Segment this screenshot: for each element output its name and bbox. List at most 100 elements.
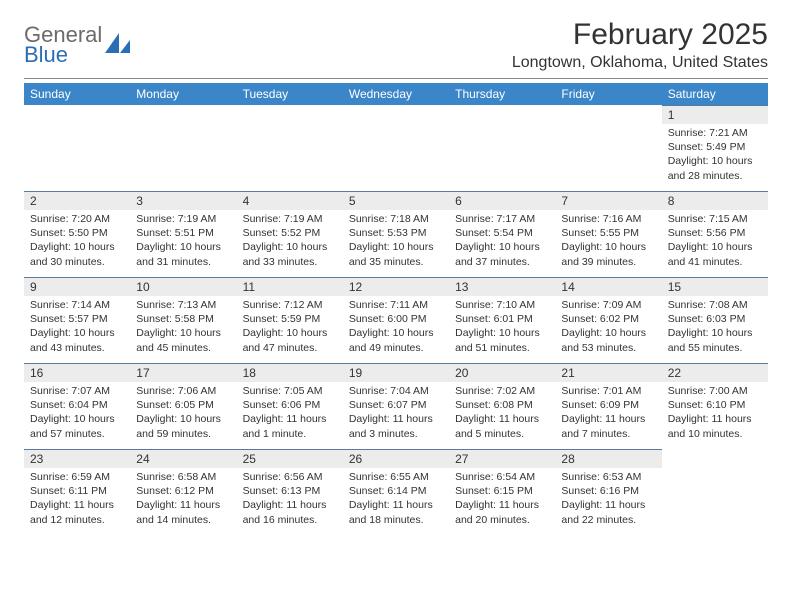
column-header: Wednesday	[343, 83, 449, 105]
day-number: 10	[130, 277, 236, 296]
calendar-week: 23Sunrise: 6:59 AMSunset: 6:11 PMDayligh…	[24, 449, 768, 535]
day-details	[130, 124, 236, 130]
calendar-table: SundayMondayTuesdayWednesdayThursdayFrid…	[24, 83, 768, 535]
calendar-week: 2Sunrise: 7:20 AMSunset: 5:50 PMDaylight…	[24, 191, 768, 277]
day-number: 7	[555, 191, 661, 210]
day-details: Sunrise: 7:15 AMSunset: 5:56 PMDaylight:…	[662, 210, 768, 273]
day-details: Sunrise: 7:21 AMSunset: 5:49 PMDaylight:…	[662, 124, 768, 187]
day-details: Sunrise: 7:20 AMSunset: 5:50 PMDaylight:…	[24, 210, 130, 273]
column-header: Monday	[130, 83, 236, 105]
day-details: Sunrise: 6:54 AMSunset: 6:15 PMDaylight:…	[449, 468, 555, 531]
day-details: Sunrise: 7:18 AMSunset: 5:53 PMDaylight:…	[343, 210, 449, 273]
day-number: 27	[449, 449, 555, 468]
logo-sail-icon	[105, 33, 131, 60]
calendar-cell: 16Sunrise: 7:07 AMSunset: 6:04 PMDayligh…	[24, 363, 130, 449]
calendar-cell	[662, 449, 768, 535]
day-number: 9	[24, 277, 130, 296]
day-details: Sunrise: 7:06 AMSunset: 6:05 PMDaylight:…	[130, 382, 236, 445]
day-number: 16	[24, 363, 130, 382]
calendar-week: 1Sunrise: 7:21 AMSunset: 5:49 PMDaylight…	[24, 105, 768, 191]
calendar-cell: 1Sunrise: 7:21 AMSunset: 5:49 PMDaylight…	[662, 105, 768, 191]
day-details: Sunrise: 7:19 AMSunset: 5:52 PMDaylight:…	[237, 210, 343, 273]
calendar-cell: 20Sunrise: 7:02 AMSunset: 6:08 PMDayligh…	[449, 363, 555, 449]
calendar-cell: 25Sunrise: 6:56 AMSunset: 6:13 PMDayligh…	[237, 449, 343, 535]
day-number: 13	[449, 277, 555, 296]
calendar-cell: 9Sunrise: 7:14 AMSunset: 5:57 PMDaylight…	[24, 277, 130, 363]
day-number: 11	[237, 277, 343, 296]
calendar-cell: 17Sunrise: 7:06 AMSunset: 6:05 PMDayligh…	[130, 363, 236, 449]
day-details: Sunrise: 7:04 AMSunset: 6:07 PMDaylight:…	[343, 382, 449, 445]
calendar-cell: 27Sunrise: 6:54 AMSunset: 6:15 PMDayligh…	[449, 449, 555, 535]
column-header: Sunday	[24, 83, 130, 105]
day-details: Sunrise: 7:14 AMSunset: 5:57 PMDaylight:…	[24, 296, 130, 359]
calendar-cell: 12Sunrise: 7:11 AMSunset: 6:00 PMDayligh…	[343, 277, 449, 363]
calendar-cell: 18Sunrise: 7:05 AMSunset: 6:06 PMDayligh…	[237, 363, 343, 449]
day-number: 3	[130, 191, 236, 210]
day-details: Sunrise: 7:19 AMSunset: 5:51 PMDaylight:…	[130, 210, 236, 273]
day-details: Sunrise: 7:13 AMSunset: 5:58 PMDaylight:…	[130, 296, 236, 359]
day-number: 15	[662, 277, 768, 296]
day-details	[237, 124, 343, 130]
column-header: Thursday	[449, 83, 555, 105]
calendar-cell: 13Sunrise: 7:10 AMSunset: 6:01 PMDayligh…	[449, 277, 555, 363]
day-details: Sunrise: 7:01 AMSunset: 6:09 PMDaylight:…	[555, 382, 661, 445]
day-details: Sunrise: 7:08 AMSunset: 6:03 PMDaylight:…	[662, 296, 768, 359]
day-details: Sunrise: 7:00 AMSunset: 6:10 PMDaylight:…	[662, 382, 768, 445]
day-details	[24, 124, 130, 130]
day-details	[449, 124, 555, 130]
calendar-cell: 5Sunrise: 7:18 AMSunset: 5:53 PMDaylight…	[343, 191, 449, 277]
day-number: 19	[343, 363, 449, 382]
calendar-cell	[130, 105, 236, 191]
calendar-cell: 2Sunrise: 7:20 AMSunset: 5:50 PMDaylight…	[24, 191, 130, 277]
calendar-cell	[24, 105, 130, 191]
calendar-cell	[343, 105, 449, 191]
column-header: Friday	[555, 83, 661, 105]
calendar-cell: 24Sunrise: 6:58 AMSunset: 6:12 PMDayligh…	[130, 449, 236, 535]
day-number: 12	[343, 277, 449, 296]
calendar-cell: 8Sunrise: 7:15 AMSunset: 5:56 PMDaylight…	[662, 191, 768, 277]
day-details	[343, 124, 449, 130]
logo-word2: Blue	[24, 44, 102, 66]
header: General Blue February 2025 Longtown, Okl…	[24, 18, 768, 72]
day-details: Sunrise: 6:58 AMSunset: 6:12 PMDaylight:…	[130, 468, 236, 531]
day-number: 8	[662, 191, 768, 210]
day-number: 17	[130, 363, 236, 382]
day-number: 2	[24, 191, 130, 210]
calendar-cell	[555, 105, 661, 191]
calendar-cell: 7Sunrise: 7:16 AMSunset: 5:55 PMDaylight…	[555, 191, 661, 277]
day-number: 23	[24, 449, 130, 468]
location: Longtown, Oklahoma, United States	[512, 54, 768, 72]
calendar-cell	[237, 105, 343, 191]
calendar-cell: 28Sunrise: 6:53 AMSunset: 6:16 PMDayligh…	[555, 449, 661, 535]
calendar-cell: 3Sunrise: 7:19 AMSunset: 5:51 PMDaylight…	[130, 191, 236, 277]
calendar-cell: 22Sunrise: 7:00 AMSunset: 6:10 PMDayligh…	[662, 363, 768, 449]
day-details	[555, 124, 661, 130]
column-header: Tuesday	[237, 83, 343, 105]
calendar-cell: 23Sunrise: 6:59 AMSunset: 6:11 PMDayligh…	[24, 449, 130, 535]
day-number: 4	[237, 191, 343, 210]
logo: General Blue	[24, 24, 131, 66]
day-details: Sunrise: 7:05 AMSunset: 6:06 PMDaylight:…	[237, 382, 343, 445]
day-details: Sunrise: 7:09 AMSunset: 6:02 PMDaylight:…	[555, 296, 661, 359]
day-details: Sunrise: 7:17 AMSunset: 5:54 PMDaylight:…	[449, 210, 555, 273]
day-details: Sunrise: 7:10 AMSunset: 6:01 PMDaylight:…	[449, 296, 555, 359]
divider	[24, 78, 768, 79]
day-number: 28	[555, 449, 661, 468]
day-details: Sunrise: 7:11 AMSunset: 6:00 PMDaylight:…	[343, 296, 449, 359]
day-number: 14	[555, 277, 661, 296]
calendar-cell: 10Sunrise: 7:13 AMSunset: 5:58 PMDayligh…	[130, 277, 236, 363]
day-number: 18	[237, 363, 343, 382]
calendar-week: 9Sunrise: 7:14 AMSunset: 5:57 PMDaylight…	[24, 277, 768, 363]
day-details: Sunrise: 7:07 AMSunset: 6:04 PMDaylight:…	[24, 382, 130, 445]
day-number: 1	[662, 105, 768, 124]
calendar-cell	[449, 105, 555, 191]
day-number: 21	[555, 363, 661, 382]
calendar-cell: 6Sunrise: 7:17 AMSunset: 5:54 PMDaylight…	[449, 191, 555, 277]
day-details: Sunrise: 7:16 AMSunset: 5:55 PMDaylight:…	[555, 210, 661, 273]
day-details: Sunrise: 6:59 AMSunset: 6:11 PMDaylight:…	[24, 468, 130, 531]
month-title: February 2025	[512, 18, 768, 52]
calendar-cell: 15Sunrise: 7:08 AMSunset: 6:03 PMDayligh…	[662, 277, 768, 363]
day-details: Sunrise: 6:55 AMSunset: 6:14 PMDaylight:…	[343, 468, 449, 531]
day-number: 22	[662, 363, 768, 382]
day-number: 24	[130, 449, 236, 468]
